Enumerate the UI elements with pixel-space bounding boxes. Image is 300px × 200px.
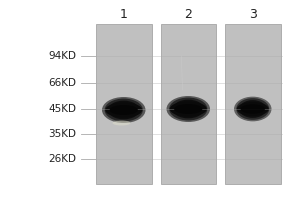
Bar	[225, 24, 280, 184]
Ellipse shape	[105, 99, 143, 121]
Text: 1: 1	[120, 7, 128, 21]
Text: 2: 2	[184, 7, 192, 21]
Ellipse shape	[167, 96, 210, 122]
Text: 94KD: 94KD	[49, 51, 76, 61]
Ellipse shape	[110, 105, 138, 115]
Ellipse shape	[241, 104, 265, 114]
Ellipse shape	[169, 98, 207, 120]
Ellipse shape	[112, 120, 130, 126]
Ellipse shape	[172, 100, 204, 118]
Text: 3: 3	[249, 7, 257, 21]
Text: 45KD: 45KD	[49, 104, 76, 114]
Text: 66KD: 66KD	[49, 78, 76, 88]
Ellipse shape	[234, 97, 272, 121]
Ellipse shape	[105, 102, 142, 117]
Ellipse shape	[174, 104, 203, 114]
Bar	[160, 24, 216, 184]
Text: 26KD: 26KD	[49, 154, 76, 164]
Ellipse shape	[108, 101, 140, 119]
Ellipse shape	[236, 98, 269, 120]
Text: 35KD: 35KD	[49, 129, 76, 139]
Ellipse shape	[170, 102, 207, 116]
Bar	[96, 24, 152, 184]
Ellipse shape	[239, 100, 266, 118]
Ellipse shape	[102, 97, 146, 123]
Ellipse shape	[237, 102, 269, 116]
